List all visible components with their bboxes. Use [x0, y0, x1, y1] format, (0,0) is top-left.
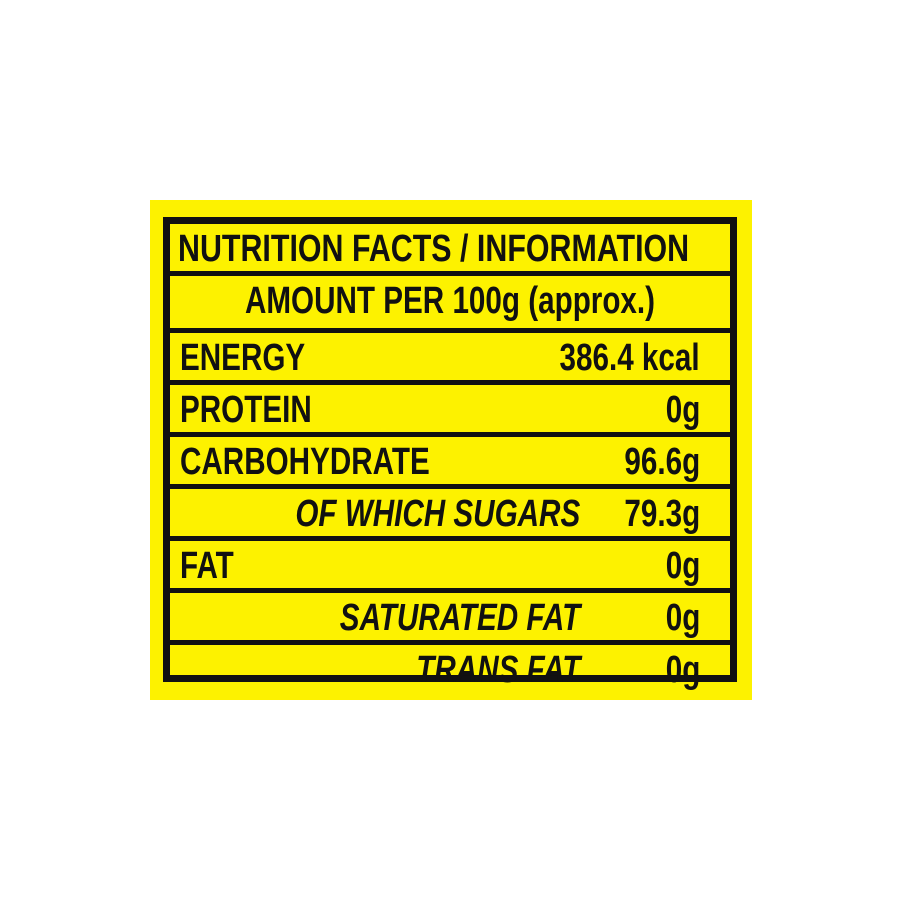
- nutrient-value: 96.6g: [624, 441, 700, 483]
- table-row: CARBOHYDRATE 96.6g: [170, 432, 730, 484]
- table-row: FAT 0g: [170, 536, 730, 588]
- nutrition-table: NUTRITION FACTS / INFORMATION AMOUNT PER…: [163, 217, 737, 691]
- nutrient-name: OF WHICH SUGARS: [295, 493, 580, 535]
- nutrient-name: SATURATED FAT: [339, 597, 580, 639]
- nutrient-name: PROTEIN: [180, 389, 312, 431]
- nutrient-value: 0g: [665, 545, 700, 587]
- nutrition-label: NUTRITION FACTS / INFORMATION AMOUNT PER…: [150, 200, 752, 700]
- table-title: NUTRITION FACTS / INFORMATION: [178, 228, 690, 270]
- nutrient-name: FAT: [180, 545, 234, 587]
- title-row: NUTRITION FACTS / INFORMATION: [170, 224, 730, 271]
- table-subtitle: AMOUNT PER 100g (approx.): [244, 280, 656, 322]
- nutrient-value: 0g: [665, 649, 700, 691]
- nutrient-value: 0g: [665, 597, 700, 639]
- table-row: OF WHICH SUGARS 79.3g: [170, 484, 730, 536]
- table-row: TRANS FAT 0g: [170, 640, 730, 692]
- nutrient-name: TRANS FAT: [415, 649, 580, 691]
- nutrient-value: 386.4 kcal: [559, 337, 700, 379]
- table-row: PROTEIN 0g: [170, 380, 730, 432]
- nutrient-name: CARBOHYDRATE: [180, 441, 430, 483]
- table-row: SATURATED FAT 0g: [170, 588, 730, 640]
- nutrient-name: ENERGY: [180, 337, 306, 379]
- nutrient-value: 0g: [665, 389, 700, 431]
- subtitle-row: AMOUNT PER 100g (approx.): [170, 271, 730, 323]
- nutrient-value: 79.3g: [624, 493, 700, 535]
- table-row: ENERGY 386.4 kcal: [170, 328, 730, 380]
